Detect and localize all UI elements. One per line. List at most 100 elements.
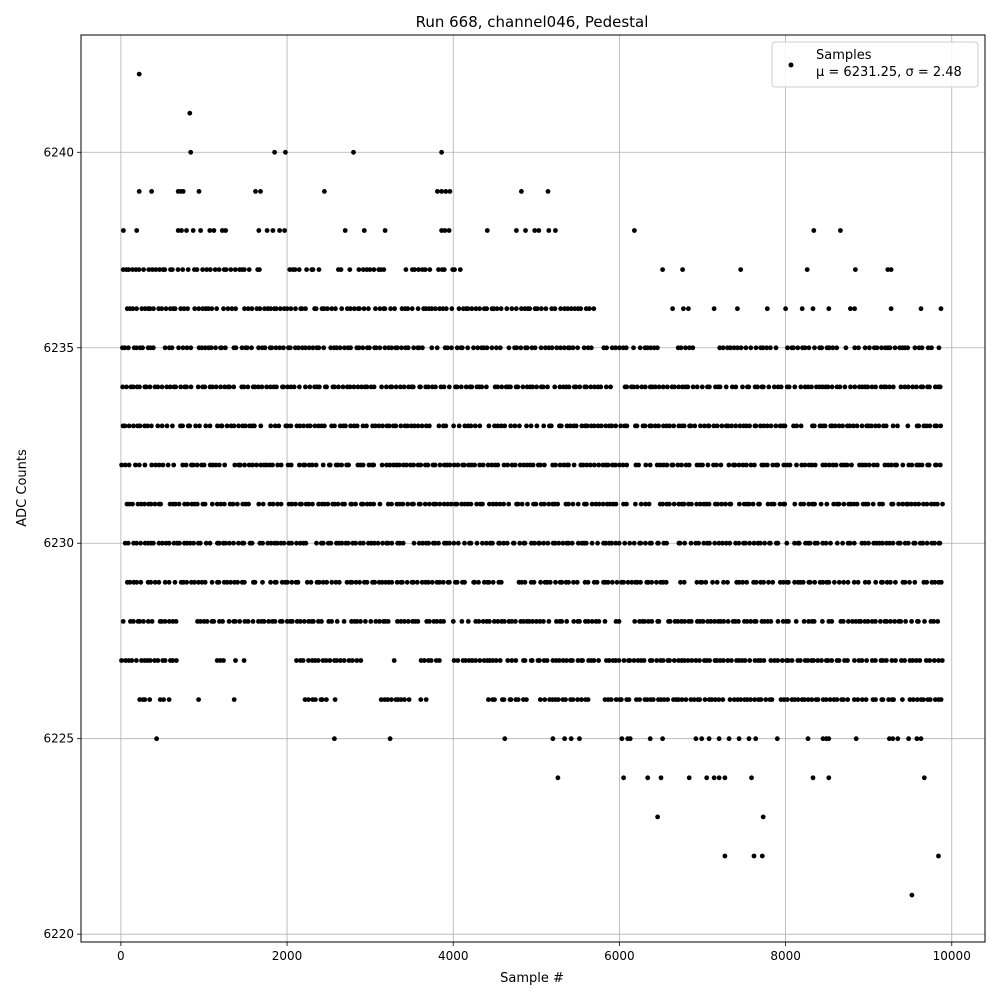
data-point bbox=[779, 658, 785, 663]
data-point bbox=[890, 501, 896, 507]
data-point bbox=[332, 736, 337, 742]
data-point bbox=[823, 697, 829, 702]
data-point bbox=[545, 189, 551, 194]
data-point bbox=[192, 579, 197, 585]
data-point bbox=[180, 423, 186, 429]
data-point bbox=[281, 384, 286, 390]
data-point bbox=[863, 697, 869, 702]
data-point bbox=[545, 384, 550, 390]
data-point bbox=[133, 462, 138, 468]
data-point bbox=[149, 423, 154, 429]
data-point bbox=[603, 540, 609, 546]
data-point bbox=[517, 462, 523, 468]
data-point bbox=[811, 658, 816, 663]
data-point bbox=[472, 462, 477, 468]
data-point bbox=[341, 619, 347, 624]
data-point bbox=[805, 736, 811, 742]
data-point bbox=[716, 775, 722, 781]
x-tick-label: 10000 bbox=[933, 949, 971, 963]
data-point bbox=[549, 345, 555, 351]
data-point bbox=[134, 306, 140, 312]
data-point bbox=[385, 619, 391, 624]
data-point bbox=[920, 384, 926, 390]
data-point bbox=[676, 384, 682, 390]
data-point bbox=[223, 540, 229, 546]
data-point bbox=[211, 228, 217, 233]
data-point bbox=[469, 658, 475, 663]
data-point bbox=[520, 384, 526, 390]
data-point bbox=[865, 619, 871, 624]
data-point bbox=[190, 462, 196, 468]
data-point bbox=[589, 501, 595, 507]
data-point bbox=[155, 384, 161, 390]
data-point bbox=[873, 658, 878, 663]
data-point bbox=[239, 345, 245, 351]
data-point bbox=[170, 619, 176, 624]
data-point bbox=[560, 540, 566, 546]
data-point bbox=[490, 501, 496, 507]
data-point bbox=[812, 501, 817, 507]
data-point bbox=[197, 540, 203, 546]
data-point bbox=[566, 384, 572, 390]
data-point bbox=[598, 384, 604, 390]
data-point bbox=[851, 540, 857, 546]
data-point bbox=[127, 579, 133, 585]
data-point bbox=[870, 501, 876, 507]
data-point bbox=[584, 423, 590, 429]
data-point bbox=[568, 736, 574, 742]
data-point bbox=[119, 462, 124, 468]
data-point bbox=[196, 697, 202, 702]
data-point bbox=[302, 697, 308, 702]
data-point bbox=[468, 540, 474, 546]
data-point bbox=[828, 540, 833, 546]
data-point bbox=[792, 384, 798, 390]
data-point bbox=[299, 501, 304, 507]
data-point bbox=[811, 228, 817, 233]
data-point bbox=[429, 306, 435, 312]
data-point bbox=[931, 658, 937, 663]
data-point bbox=[696, 540, 701, 546]
data-point bbox=[136, 71, 142, 77]
data-point bbox=[698, 423, 703, 429]
data-point bbox=[763, 697, 769, 702]
data-point bbox=[605, 579, 611, 585]
data-point bbox=[122, 423, 128, 429]
data-point bbox=[392, 306, 397, 312]
data-point bbox=[887, 384, 892, 390]
data-point bbox=[269, 345, 275, 351]
data-point bbox=[575, 501, 581, 507]
data-point bbox=[905, 423, 911, 429]
data-point bbox=[471, 345, 476, 351]
data-point bbox=[355, 384, 361, 390]
data-point bbox=[842, 384, 848, 390]
y-tick-label: 6225 bbox=[43, 732, 74, 746]
data-point bbox=[542, 462, 547, 468]
data-point bbox=[729, 423, 734, 429]
data-point bbox=[147, 697, 153, 702]
data-point bbox=[253, 189, 258, 194]
data-point bbox=[152, 579, 158, 585]
data-point bbox=[472, 423, 478, 429]
data-point bbox=[184, 579, 190, 585]
data-point bbox=[512, 423, 518, 429]
data-point bbox=[202, 345, 208, 351]
data-point bbox=[226, 619, 232, 624]
data-point bbox=[736, 579, 742, 585]
data-point bbox=[888, 306, 894, 312]
data-point bbox=[558, 306, 564, 312]
data-point bbox=[620, 462, 626, 468]
data-point bbox=[917, 658, 923, 663]
data-point bbox=[573, 384, 579, 390]
data-point bbox=[533, 501, 539, 507]
data-point bbox=[534, 384, 539, 390]
data-point bbox=[682, 658, 687, 663]
data-point bbox=[358, 658, 364, 663]
data-point bbox=[600, 501, 606, 507]
data-point bbox=[642, 423, 648, 429]
data-point bbox=[266, 619, 272, 624]
data-point bbox=[441, 501, 447, 507]
data-point bbox=[743, 540, 748, 546]
data-point bbox=[642, 619, 647, 624]
data-point bbox=[728, 345, 733, 351]
data-point bbox=[501, 501, 506, 507]
